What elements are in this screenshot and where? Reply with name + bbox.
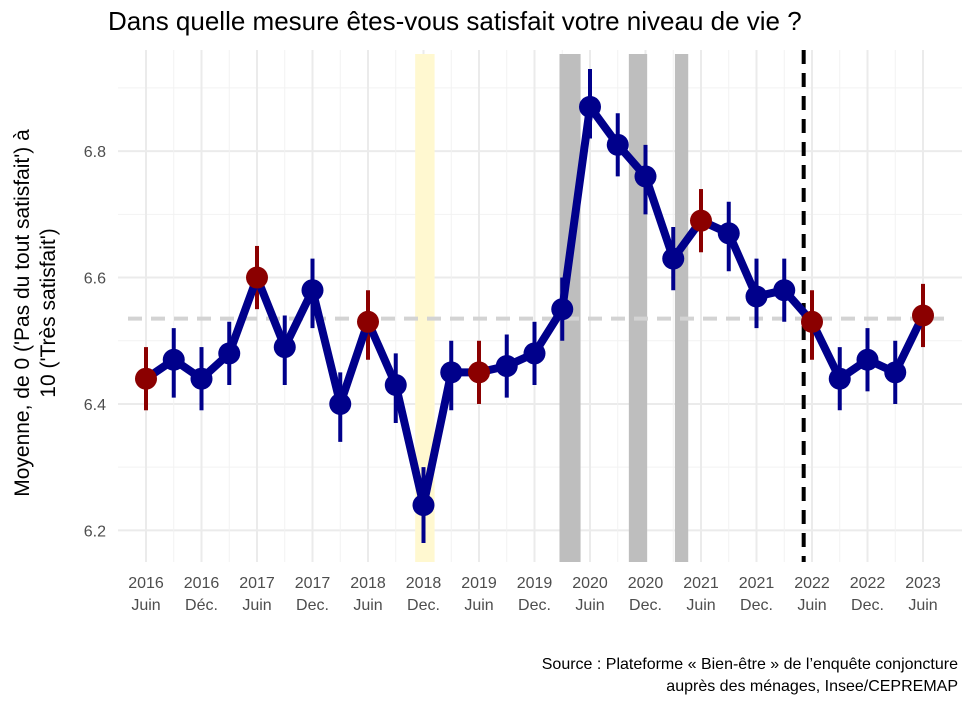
y-tick-label: 6.2 (84, 523, 106, 540)
data-point (412, 494, 435, 517)
x-tick-label-period: Dec. (740, 597, 773, 614)
x-tick-label-period: Juin (575, 597, 604, 614)
x-tick-label-year: 2020 (628, 575, 664, 592)
x-tick-label-year: 2018 (406, 575, 442, 592)
x-tick-label-period: Dec. (518, 597, 551, 614)
data-point (717, 222, 740, 245)
x-tick-label-period: Juin (464, 597, 493, 614)
x-tick-label-period: Dec. (851, 597, 884, 614)
data-point (773, 279, 796, 302)
shaded-period (628, 54, 648, 562)
x-tick-label-year: 2021 (739, 575, 775, 592)
x-tick-label-year: 2018 (350, 575, 386, 592)
x-tick-label-year: 2023 (905, 575, 941, 592)
data-point (468, 361, 490, 384)
data-point (301, 279, 324, 302)
data-point (440, 361, 463, 384)
x-tick-label-period: Dec. (407, 597, 440, 614)
data-point (495, 355, 518, 378)
y-tick-label: 6.4 (84, 397, 106, 414)
shaded-period (674, 54, 689, 562)
source-note: Source : Plateforme « Bien-être » de l’e… (258, 654, 958, 698)
data-point (162, 348, 185, 371)
data-point (190, 367, 213, 390)
x-tick-label-year: 2020 (572, 575, 608, 592)
x-tick-label-period: Juin (797, 597, 826, 614)
data-point (135, 367, 157, 390)
data-point (912, 304, 934, 327)
source-line-1: Source : Plateforme « Bien-être » de l’e… (541, 656, 958, 673)
x-tick-label-period: Dec. (296, 597, 329, 614)
x-tick-label-period: Juin (131, 597, 160, 614)
data-point (634, 165, 657, 188)
data-point (828, 367, 851, 390)
x-tick-label-year: 2016 (128, 575, 164, 592)
x-tick-label-period: Juin (353, 597, 382, 614)
data-point (662, 247, 685, 270)
data-point (523, 342, 546, 365)
x-tick-label-year: 2016 (184, 575, 220, 592)
chart-title: Dans quelle mesure êtes-vous satisfait v… (108, 6, 802, 36)
y-tick-label: 6.6 (84, 271, 106, 288)
data-point (357, 310, 379, 333)
source-line-2: auprès des ménages, Insee/CEPREMAP (666, 678, 958, 695)
data-point (246, 266, 268, 289)
data-point (579, 95, 601, 118)
data-point (690, 209, 712, 232)
x-tick-label-period: Déc. (185, 597, 218, 614)
x-tick-label-period: Juin (242, 597, 271, 614)
x-tick-label-year: 2017 (239, 575, 275, 592)
x-tick-label-year: 2021 (683, 575, 719, 592)
data-point (801, 310, 823, 333)
x-tick-label-year: 2019 (461, 575, 497, 592)
chart-plot: 6.2 6.4 6.6 6.8 2016 Juin 2016 Déc. 2017 Juin 2017… (84, 50, 962, 614)
x-tick-label-year: 2022 (850, 575, 886, 592)
y-tick-label: 6.8 (84, 144, 106, 161)
data-point (606, 133, 629, 156)
data-point (218, 342, 241, 365)
data-point (745, 285, 768, 308)
x-tick-label-period: Juin (686, 597, 715, 614)
x-tick-label-period: Dec. (629, 597, 662, 614)
x-tick-label-year: 2017 (295, 575, 331, 592)
x-tick-label-year: 2019 (517, 575, 553, 592)
data-point (273, 336, 296, 359)
x-tick-label-period: Juin (908, 597, 937, 614)
data-point (856, 348, 879, 371)
data-point (884, 361, 907, 384)
x-tick-label-year: 2022 (794, 575, 830, 592)
shaded-period (415, 54, 435, 562)
data-point (551, 298, 574, 321)
data-point (329, 392, 352, 415)
data-point (384, 374, 407, 397)
